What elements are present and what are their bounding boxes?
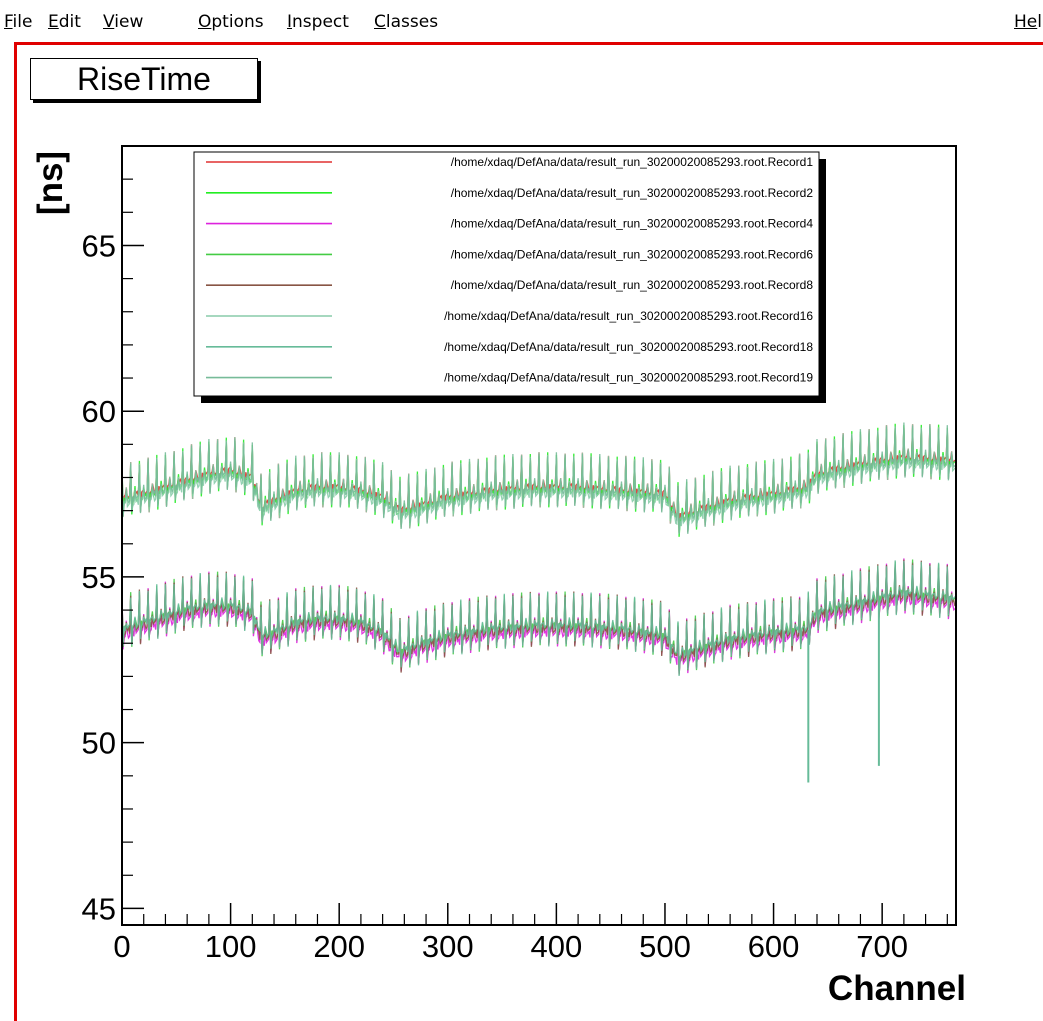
- series-layer: [121, 169, 956, 783]
- x-tick-label: 300: [422, 929, 474, 964]
- x-tick-label: 500: [639, 929, 691, 964]
- series-line: [121, 422, 956, 535]
- x-tick-label: 100: [205, 929, 257, 964]
- legend-entry: /home/xdaq/DefAna/data/result_run_302000…: [451, 186, 814, 200]
- menu-bar: File Edit View Options Inspect Classes H…: [0, 0, 1043, 38]
- legend-entry: /home/xdaq/DefAna/data/result_run_302000…: [451, 217, 814, 231]
- x-tick-label: 700: [856, 929, 908, 964]
- y-axis-title: [ns]: [31, 151, 70, 215]
- menu-view[interactable]: View: [103, 12, 144, 32]
- legend-entry: /home/xdaq/DefAna/data/result_run_302000…: [444, 371, 813, 385]
- legend: /home/xdaq/DefAna/data/result_run_302000…: [193, 151, 826, 403]
- legend-entry: /home/xdaq/DefAna/data/result_run_302000…: [444, 340, 813, 354]
- canvas-frame[interactable]: [14, 42, 1043, 1021]
- menu-inspect[interactable]: Inspect: [287, 12, 349, 32]
- series-line: [121, 560, 956, 677]
- legend-entry: /home/xdaq/DefAna/data/result_run_302000…: [444, 309, 813, 323]
- x-tick-label: 200: [313, 929, 365, 964]
- y-tick-label: 45: [82, 891, 116, 926]
- menu-help[interactable]: Hel: [1014, 12, 1042, 32]
- x-tick-label: 0: [113, 929, 130, 964]
- x-axis-title: Channel: [828, 969, 966, 1008]
- y-tick-label: 65: [82, 228, 116, 263]
- y-tick-label: 55: [82, 560, 116, 595]
- x-tick-label: 600: [748, 929, 800, 964]
- menu-options[interactable]: Options: [198, 12, 264, 32]
- menu-classes[interactable]: Classes: [374, 12, 439, 32]
- y-tick-label: 60: [82, 394, 116, 429]
- legend-entry: /home/xdaq/DefAna/data/result_run_302000…: [451, 155, 814, 169]
- legend-entry: /home/xdaq/DefAna/data/result_run_302000…: [451, 247, 814, 261]
- menu-edit[interactable]: Edit: [48, 12, 81, 32]
- x-tick-label: 400: [531, 929, 583, 964]
- legend-entry: /home/xdaq/DefAna/data/result_run_302000…: [451, 278, 814, 292]
- chart-title: RiseTime: [30, 58, 258, 100]
- axes-layer: 0 100 200 300 400 500 600 700 45 50 55 60 65: [82, 145, 948, 964]
- y-tick-label: 50: [82, 726, 116, 761]
- menu-file[interactable]: File: [4, 12, 33, 32]
- plot-frame: [121, 145, 957, 926]
